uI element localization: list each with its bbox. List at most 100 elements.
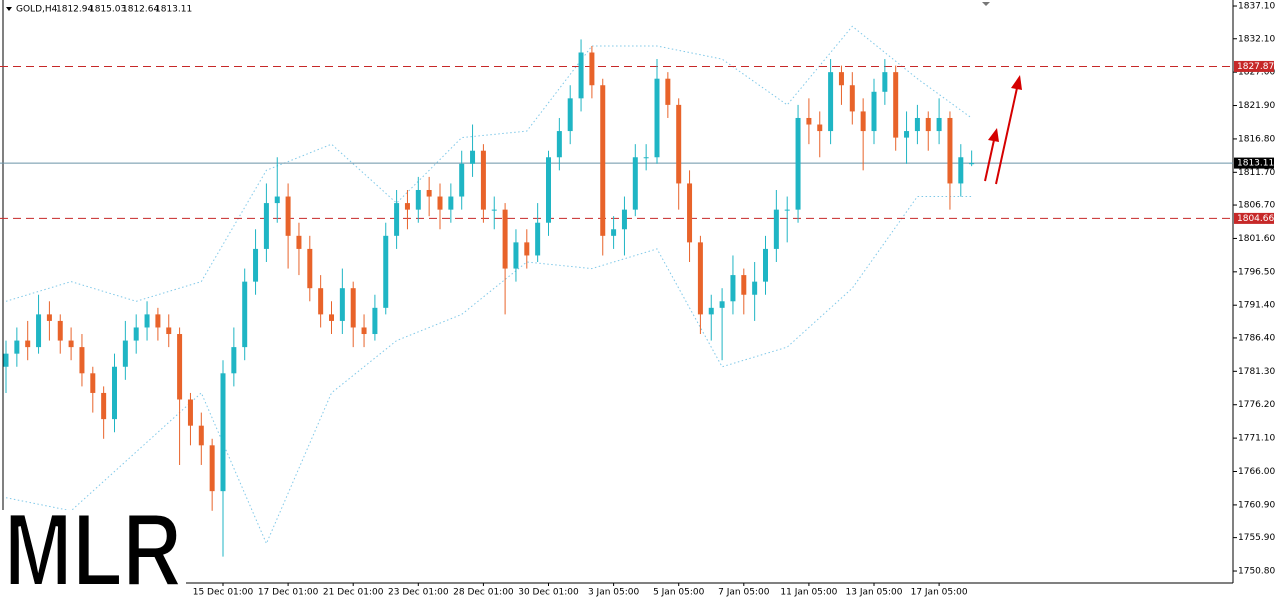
header-high: 1815.03 xyxy=(89,5,126,15)
candle-body xyxy=(752,281,758,295)
candle-body xyxy=(817,124,823,132)
candle-body xyxy=(307,248,313,289)
y-tick-label: 1832.10 xyxy=(1238,34,1275,44)
candle-body xyxy=(177,334,183,400)
candle-body xyxy=(79,347,85,374)
bollinger-lower xyxy=(5,196,972,545)
x-tick-label: 17 Jan 05:00 xyxy=(911,588,968,598)
candle-body xyxy=(361,327,367,335)
logo-box xyxy=(0,510,186,601)
candle-body xyxy=(491,209,497,211)
candle-body xyxy=(632,157,638,210)
candle-body xyxy=(480,150,486,210)
candle-body xyxy=(556,131,562,158)
candle-body xyxy=(893,72,899,138)
candle-body xyxy=(958,157,964,184)
candle-body xyxy=(459,163,465,197)
candle-body xyxy=(665,78,671,105)
header-arrow xyxy=(6,7,12,11)
candle-body xyxy=(578,52,584,99)
x-tick-label: 21 Dec 01:00 xyxy=(323,588,384,598)
candle-body xyxy=(860,111,866,132)
candle-body xyxy=(198,425,204,446)
candle-body xyxy=(882,72,888,92)
candle-body xyxy=(806,117,812,125)
candle-body xyxy=(318,288,324,315)
candle-body xyxy=(676,104,682,184)
y-tick-label: 1806.70 xyxy=(1238,201,1275,211)
logo: MLR xyxy=(4,492,182,601)
candle-body xyxy=(513,242,519,269)
y-tick-label: 1781.30 xyxy=(1238,367,1275,377)
candle-body xyxy=(133,327,139,341)
candle-body xyxy=(621,209,627,230)
y-tick-label: 1837.10 xyxy=(1238,2,1275,12)
level-label: 1827.87 xyxy=(1237,62,1274,72)
arrow-line xyxy=(984,139,995,182)
candle-body xyxy=(600,85,606,236)
candle-body xyxy=(155,314,161,328)
y-tick-label: 1750.80 xyxy=(1238,567,1275,577)
candle-body xyxy=(231,347,237,374)
candle-body xyxy=(708,307,714,315)
y-tick-label: 1766.00 xyxy=(1238,467,1275,477)
candle-body xyxy=(339,288,345,321)
bollinger-upper xyxy=(5,25,972,302)
candle-body xyxy=(253,248,259,282)
candle-body xyxy=(795,117,801,210)
arrow-line xyxy=(995,87,1018,185)
header-low: 1812.64 xyxy=(122,5,159,15)
candle-body xyxy=(719,301,725,308)
arrows xyxy=(984,75,1022,185)
candle-body xyxy=(144,314,150,328)
y-tick-label: 1760.90 xyxy=(1238,500,1275,510)
candle-body xyxy=(448,196,454,210)
candle-body xyxy=(187,399,193,426)
candle-body xyxy=(372,307,378,335)
candle-body xyxy=(914,117,920,132)
candle-body xyxy=(166,327,172,335)
candle-body xyxy=(947,117,953,184)
candle-body xyxy=(871,91,877,132)
candle-body xyxy=(242,281,248,348)
candle-body xyxy=(14,340,20,354)
candle-body xyxy=(849,85,855,112)
candle-body xyxy=(524,242,530,256)
candle-body xyxy=(209,445,215,492)
level-label-box xyxy=(1234,212,1274,224)
y-tick-label: 1801.60 xyxy=(1238,234,1275,244)
candle-body xyxy=(329,314,334,321)
candle-body xyxy=(838,72,844,86)
candle-body xyxy=(101,392,107,420)
x-tick-label: 17 Dec 01:00 xyxy=(258,588,319,598)
plot-area xyxy=(0,25,1233,557)
candle-body xyxy=(643,157,649,159)
x-tick-label: 15 Dec 01:00 xyxy=(193,588,254,598)
y-tick-label: 1827.00 xyxy=(1238,68,1275,78)
candle-body xyxy=(274,196,280,204)
level-label-box xyxy=(1234,60,1274,72)
candle-body xyxy=(697,242,703,315)
candle-body xyxy=(936,117,942,132)
candle-body xyxy=(904,131,910,138)
y-tick-label: 1816.80 xyxy=(1238,134,1275,144)
candle-body xyxy=(470,150,476,164)
x-tick-label: 28 Dec 01:00 xyxy=(453,588,514,598)
candle-body xyxy=(741,275,747,295)
x-tick-label: 23 Dec 01:00 xyxy=(388,588,449,598)
candle-body xyxy=(535,222,541,256)
candle-body xyxy=(394,203,400,236)
candle-body xyxy=(25,340,31,348)
candle-body xyxy=(404,203,410,210)
y-tick-label: 1791.40 xyxy=(1238,301,1275,311)
candle-body xyxy=(828,72,834,132)
level-label: 1804.66 xyxy=(1237,214,1274,224)
candle-body xyxy=(687,183,693,243)
y-tick-label: 1811.70 xyxy=(1238,168,1275,178)
x-tick-label: 13 Jan 05:00 xyxy=(846,588,903,598)
candle-body xyxy=(763,248,768,282)
candle-body xyxy=(567,98,573,132)
candle-body xyxy=(383,235,389,308)
candle-body xyxy=(925,117,931,132)
